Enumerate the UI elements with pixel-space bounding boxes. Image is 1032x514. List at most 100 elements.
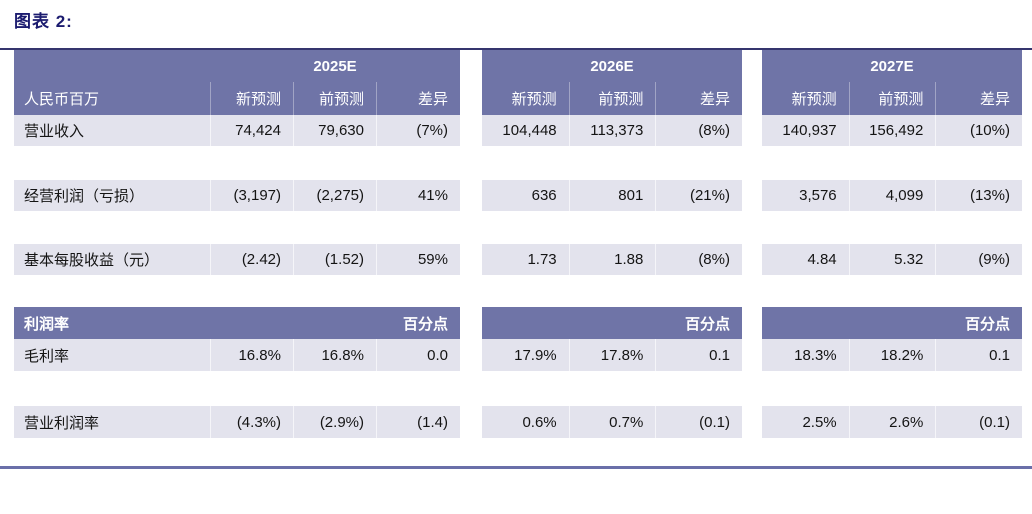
row-label: 基本每股收益（元）	[24, 252, 160, 269]
unit-header-label: 百分点	[684, 315, 730, 333]
header-block-2027: 2027E 新预测 前预测 差异	[762, 50, 1022, 115]
value-cell: (2.9%)	[293, 406, 376, 438]
year-label-2025: 2025E	[313, 57, 357, 75]
block-gap	[460, 180, 482, 211]
row-label: 营业利润率	[24, 414, 100, 432]
spacer-cell	[293, 307, 376, 339]
value-cell: 636	[531, 187, 557, 204]
block-gap	[742, 406, 762, 438]
value-cell: 0.0	[376, 339, 460, 371]
value-cell: (13%)	[935, 180, 1022, 211]
unit-header-label: 百分点	[402, 315, 448, 333]
spacer-cell	[482, 307, 569, 339]
col-header-prev-forecast: 前预测	[293, 82, 376, 115]
bottom-rule	[0, 466, 1032, 469]
value-cell: 18.2%	[849, 339, 936, 371]
row-label: 毛利率	[24, 347, 70, 365]
spacer-cell	[569, 307, 656, 339]
spacer-cell	[210, 307, 293, 339]
block-gap	[460, 307, 482, 339]
year-label-2027: 2027E	[870, 57, 914, 75]
col-header-difference: 差异	[935, 82, 1022, 115]
unit-label: 人民币百万	[24, 91, 100, 108]
unit-header-label: 百分点	[964, 315, 1010, 333]
section-header-label: 利润率	[24, 315, 70, 333]
value-cell: 16.8%	[293, 339, 376, 371]
value-cell: 140,937	[782, 122, 837, 139]
value-cell: 5.32	[849, 244, 936, 275]
block-gap	[460, 244, 482, 275]
value-cell: (7%)	[376, 115, 460, 146]
table-header-band: 2025E 人民币百万 新预测 前预测 差异 2026E 新预测 前预测 差异 …	[14, 50, 1022, 115]
value-cell: 0.7%	[569, 406, 656, 438]
year-label-2026: 2026E	[590, 57, 634, 75]
value-cell: (0.1)	[935, 406, 1022, 438]
value-cell: (21%)	[655, 180, 742, 211]
col-header-difference: 差异	[376, 82, 460, 115]
value-cell: (9%)	[935, 244, 1022, 275]
value-cell: (10%)	[935, 115, 1022, 146]
header-block-2025: 2025E 人民币百万 新预测 前预测 差异	[14, 50, 460, 115]
col-header-new-forecast: 新预测	[511, 91, 557, 108]
spacer-cell	[14, 50, 210, 82]
value-cell: (8%)	[655, 244, 742, 275]
value-cell: 17.9%	[514, 346, 557, 364]
value-cell: 104,448	[502, 122, 557, 139]
value-cell: 0.1	[935, 339, 1022, 371]
value-cell: 4,099	[849, 180, 936, 211]
value-cell: (1.4)	[376, 406, 460, 438]
spacer-cell	[762, 307, 849, 339]
col-header-prev-forecast: 前预测	[569, 82, 656, 115]
margin-section-header-band: 利润率 百分点 百分点 百分点	[14, 307, 1022, 339]
table-row-basic-eps: 基本每股收益（元） (2.42) (1.52) 59% 1.73 1.88 (8…	[14, 244, 1022, 275]
col-header-new-forecast: 新预测	[210, 82, 293, 115]
block-gap	[742, 115, 762, 146]
table-row-gross-margin: 毛利率 16.8% 16.8% 0.0 17.9% 17.8% 0.1 18.3…	[14, 339, 1022, 371]
value-cell: 4.84	[807, 251, 837, 268]
value-cell: 79,630	[293, 115, 376, 146]
col-header-new-forecast: 新预测	[791, 91, 837, 108]
block-gap	[460, 50, 482, 115]
block-gap	[460, 406, 482, 438]
spacer-cell	[849, 307, 936, 339]
value-cell: 156,492	[849, 115, 936, 146]
value-cell: 41%	[376, 180, 460, 211]
row-label: 经营利润（亏损）	[24, 188, 145, 205]
table-row-operating-margin: 营业利润率 (4.3%) (2.9%) (1.4) 0.6% 0.7% (0.1…	[14, 406, 1022, 438]
value-cell: (3,197)	[210, 180, 293, 211]
value-cell: 1.88	[569, 244, 656, 275]
value-cell: (1.52)	[293, 244, 376, 275]
value-cell: 59%	[376, 244, 460, 275]
table-row-revenue: 营业收入 74,424 79,630 (7%) 104,448 113,373 …	[14, 115, 1022, 146]
value-cell: 2.6%	[849, 406, 936, 438]
value-cell: 16.8%	[210, 339, 293, 371]
block-gap	[742, 307, 762, 339]
value-cell: 1.73	[527, 251, 557, 268]
block-gap	[460, 115, 482, 146]
value-cell: (2.42)	[210, 244, 293, 275]
top-rule	[0, 48, 1032, 50]
value-cell: 113,373	[569, 115, 656, 146]
col-header-prev-forecast: 前预测	[849, 82, 936, 115]
block-gap	[742, 50, 762, 115]
value-cell: 0.1	[655, 339, 742, 371]
exhibit-title: 图表 2:	[14, 12, 73, 31]
value-cell: 2.5%	[802, 413, 837, 431]
row-label: 营业收入	[24, 123, 85, 140]
block-gap	[460, 339, 482, 371]
value-cell: 17.8%	[569, 339, 656, 371]
value-cell: 74,424	[210, 115, 293, 146]
value-cell: (2,275)	[293, 180, 376, 211]
forecast-revision-table: 2025E 人民币百万 新预测 前预测 差异 2026E 新预测 前预测 差异 …	[14, 50, 1022, 438]
header-block-2026: 2026E 新预测 前预测 差异	[482, 50, 742, 115]
table-row-operating-profit: 经营利润（亏损） (3,197) (2,275) 41% 636 801 (21…	[14, 180, 1022, 211]
col-header-difference: 差异	[655, 82, 742, 115]
block-gap	[742, 244, 762, 275]
value-cell: 801	[569, 180, 656, 211]
value-cell: (0.1)	[655, 406, 742, 438]
value-cell: (4.3%)	[210, 406, 293, 438]
value-cell: (8%)	[655, 115, 742, 146]
value-cell: 3,576	[799, 187, 837, 204]
block-gap	[742, 339, 762, 371]
value-cell: 0.6%	[522, 413, 557, 431]
